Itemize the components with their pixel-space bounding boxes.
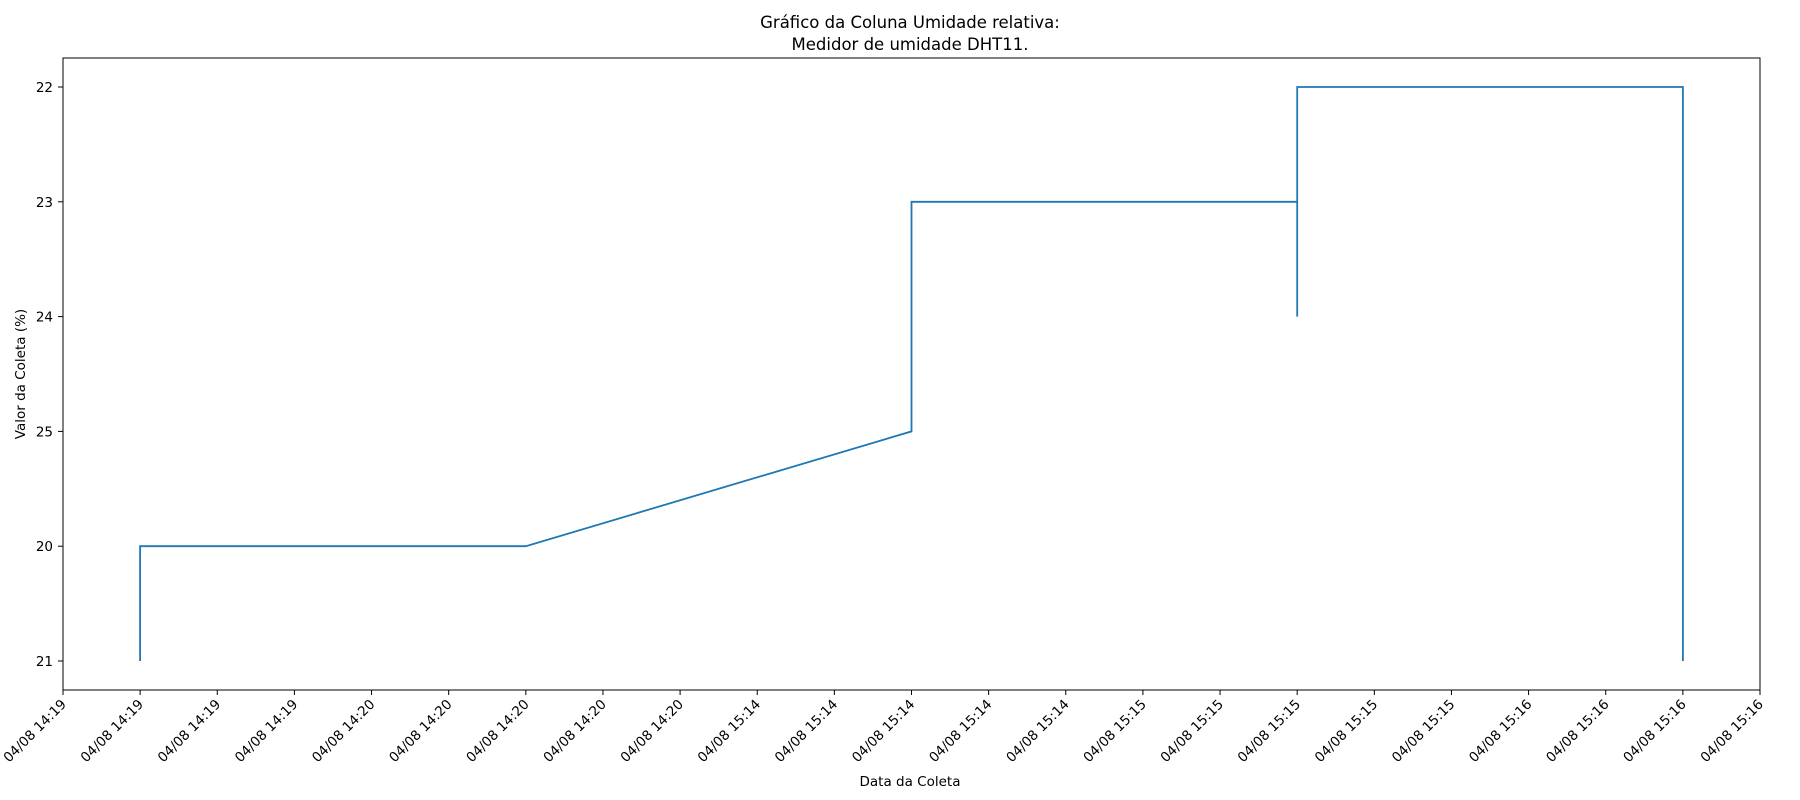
series-line-0 [139,86,1684,661]
x-tick-label: 04/08 14:20 [540,697,609,766]
y-tick-label: 20 [36,539,53,555]
x-tick-label: 04/08 15:16 [1466,697,1535,766]
x-tick-label: 04/08 15:14 [926,697,995,766]
chart-subtitle: Medidor de umidade DHT11. [792,35,1029,54]
x-tick-label: 04/08 14:19 [155,697,224,766]
x-tick-label: 04/08 15:15 [1080,697,1149,766]
x-tick-label: 04/08 15:16 [1543,697,1612,766]
chart-title: Gráfico da Coluna Umidade relativa: [760,13,1060,32]
x-tick-label: 04/08 15:15 [1235,697,1304,766]
x-tick-label: 04/08 15:16 [1697,697,1766,766]
x-tick-label: 04/08 14:20 [618,697,687,766]
x-axis-label: Data da Coleta [860,774,961,790]
x-tick-label: 04/08 15:16 [1620,697,1689,766]
x-tick-label: 04/08 15:14 [849,697,918,766]
y-tick-label: 25 [36,424,53,440]
x-tick-label: 04/08 15:14 [772,697,841,766]
x-axis: 04/08 14:19 04/08 14:19 04/08 14:19 04/08 1… [0,690,1767,766]
x-tick-label: 04/08 15:15 [1389,697,1458,766]
series-layer [139,86,1684,661]
y-axis: 21 20 25 24 23 22 [36,80,63,670]
x-tick-label: 04/08 14:20 [463,697,532,766]
x-tick-label: 04/08 14:20 [386,697,455,766]
x-tick-label: 04/08 14:19 [232,697,301,766]
x-tick-label: 04/08 15:14 [695,697,764,766]
x-tick-label: 04/08 15:15 [1312,697,1381,766]
x-tick-label: 04/08 14:20 [309,697,378,766]
y-tick-label: 21 [36,654,53,670]
x-tick-label: 04/08 14:19 [0,697,69,766]
x-tick-label: 04/08 15:15 [1158,697,1227,766]
y-tick-label: 24 [36,310,53,326]
y-axis-label: Valor da Coleta (%) [13,309,29,439]
x-tick-label: 04/08 14:19 [78,697,147,766]
y-tick-label: 22 [36,80,53,96]
x-tick-label: 04/08 15:14 [1003,697,1072,766]
y-tick-label: 23 [36,195,53,211]
